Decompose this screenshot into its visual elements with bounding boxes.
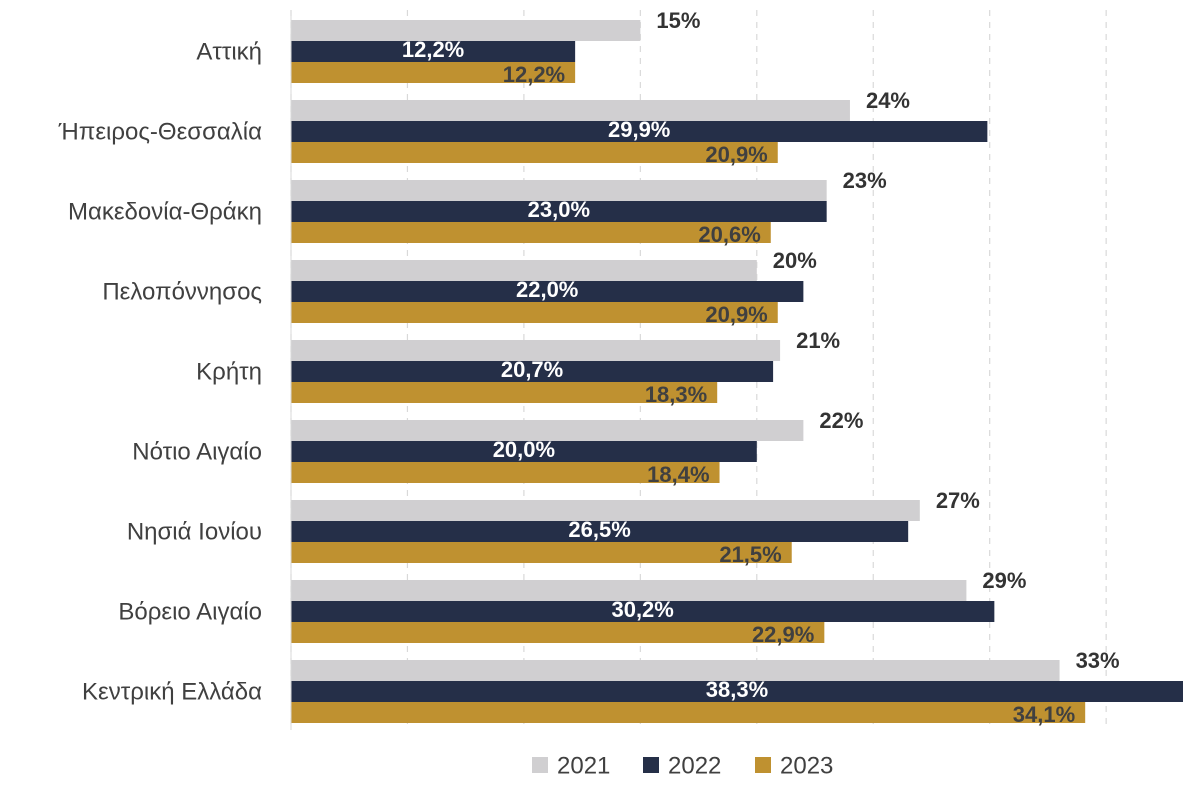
value-label: 20,0% [493, 437, 555, 462]
value-label: 29% [982, 568, 1026, 593]
category-label: Κεντρική Ελλάδα [82, 678, 262, 705]
bar [291, 20, 641, 41]
bar [291, 100, 850, 121]
bar [291, 622, 825, 643]
value-label: 20,6% [698, 222, 760, 247]
bar [291, 702, 1086, 723]
bar [291, 62, 576, 83]
category-label: Μακεδονία-Θράκη [68, 198, 262, 225]
bar [291, 302, 778, 323]
bar [291, 142, 778, 163]
value-label: 27% [936, 488, 980, 513]
value-label: 20,9% [705, 142, 767, 167]
value-label: 22,9% [752, 622, 814, 647]
category-label: Βόρειο Αιγαίο [118, 598, 262, 625]
bar [291, 382, 718, 403]
value-label: 23,0% [528, 197, 590, 222]
value-label: 22,0% [516, 277, 578, 302]
value-label: 20,7% [501, 357, 563, 382]
bar [291, 41, 576, 62]
bar [291, 601, 995, 622]
value-label: 18,4% [647, 462, 709, 487]
category-label: Ήπειρος-Θεσσαλία [58, 118, 262, 145]
value-label: 26,5% [568, 517, 630, 542]
legend-swatch [532, 757, 548, 773]
legend-label: 2023 [780, 752, 833, 779]
value-label: 20% [773, 248, 817, 273]
value-label: 18,3% [645, 382, 707, 407]
value-label: 21% [796, 328, 840, 353]
category-label: Νησιά Ιονίου [127, 518, 262, 545]
value-label: 38,3% [706, 677, 768, 702]
bar [291, 222, 771, 243]
bar [291, 580, 967, 601]
bar [291, 441, 757, 462]
bar [291, 201, 827, 222]
category-label: Πελοπόννησος [102, 278, 262, 305]
legend-label: 2021 [557, 752, 610, 779]
value-label: 29,9% [608, 117, 670, 142]
bar [291, 340, 781, 361]
bar [291, 681, 1183, 702]
bar [291, 420, 804, 441]
bar [291, 260, 757, 281]
bar [291, 521, 909, 542]
category-label: Κρήτη [196, 358, 262, 385]
legend-label: 2022 [668, 752, 721, 779]
value-label: 12,2% [402, 37, 464, 62]
category-label: Αττική [196, 38, 262, 65]
bar [291, 500, 920, 521]
value-label: 15% [656, 8, 700, 33]
value-label: 34,1% [1013, 702, 1075, 727]
value-label: 24% [866, 88, 910, 113]
value-label: 22% [819, 408, 863, 433]
bar [291, 542, 792, 563]
value-label: 21,5% [719, 542, 781, 567]
bar [291, 361, 774, 382]
value-label: 23% [843, 168, 887, 193]
bar [291, 462, 720, 483]
bar [291, 121, 988, 142]
value-label: 33% [1076, 648, 1120, 673]
legend-swatch [643, 757, 659, 773]
bar [291, 281, 804, 302]
value-label: 20,9% [705, 302, 767, 327]
bar [291, 660, 1060, 681]
value-label: 12,2% [503, 62, 565, 87]
category-label: Νότιο Αιγαίο [132, 438, 262, 465]
legend-swatch [755, 757, 771, 773]
bar [291, 180, 827, 201]
value-label: 30,2% [611, 597, 673, 622]
